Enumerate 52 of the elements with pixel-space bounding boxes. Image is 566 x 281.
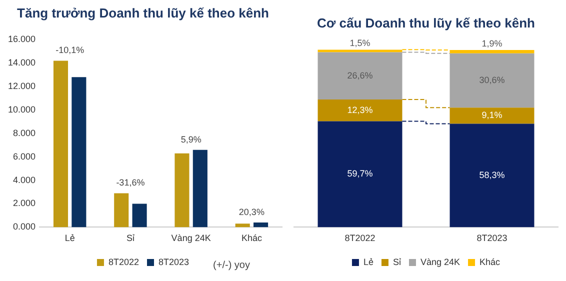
bar [318,50,402,52]
chart-title: Tăng trưởng Doanh thu lũy kế theo kênh [17,5,270,20]
y-tick-label: 12.000 [8,80,36,91]
bar [318,121,402,228]
bar [450,53,534,108]
y-tick-label: 2.000 [12,198,36,208]
x-tick-label: Khác [241,233,262,244]
x-tick-label: Vàng 24K [171,233,211,244]
chart-title: Cơ cấu Doanh thu lũy kế theo kênh [317,15,536,30]
y-tick-label: 0.000 [12,222,36,232]
y-tick-label: 10.000 [8,104,36,114]
data-label: 30,6% [479,74,505,85]
data-label: 1,5% [350,38,370,48]
x-tick-label: Lẻ [64,233,75,244]
bar [235,224,250,228]
x-tick-label: 8T2022 [344,233,376,244]
bar [254,222,268,228]
y-tick-label: 8.000 [12,128,36,138]
bar [450,124,534,228]
bar [53,60,68,228]
legend-label: 8T2022 [108,256,140,267]
data-label: 26,6% [347,70,373,80]
x-tick-label: Sỉ [126,233,134,244]
text: (+/-) yoy [213,260,250,271]
data-label: 1,9% [482,38,502,48]
annotation: -10,1% [56,45,84,56]
legend-label: Vàng 24K [420,256,460,267]
bar [318,52,402,100]
legend-label: Lẻ [363,256,374,267]
annotation: 5,9% [180,134,202,144]
bar [174,153,190,228]
bar [114,193,129,228]
bar [318,99,402,122]
data-label: 59,7% [347,168,373,179]
x-tick-label: 8T2023 [476,233,508,244]
data-label: 9,1% [482,110,502,120]
data-label: 58,3% [479,170,505,180]
y-tick-label: 6.000 [12,151,36,162]
data-label: 12,3% [347,104,373,115]
bar [450,108,534,124]
legend-label: Sỉ [392,256,401,267]
y-tick-label: 16.000 [8,34,36,44]
legend-label: 8T2023 [158,256,190,267]
y-tick-label: 4.000 [12,174,36,185]
legend-label: Khác [480,256,501,267]
bar [132,204,147,228]
annotation: 20,3% [238,206,264,217]
annotation: -31,6% [116,178,145,188]
bar [192,150,208,228]
bar [450,50,534,54]
y-tick-label: 14.000 [8,58,36,68]
bar [72,77,86,228]
